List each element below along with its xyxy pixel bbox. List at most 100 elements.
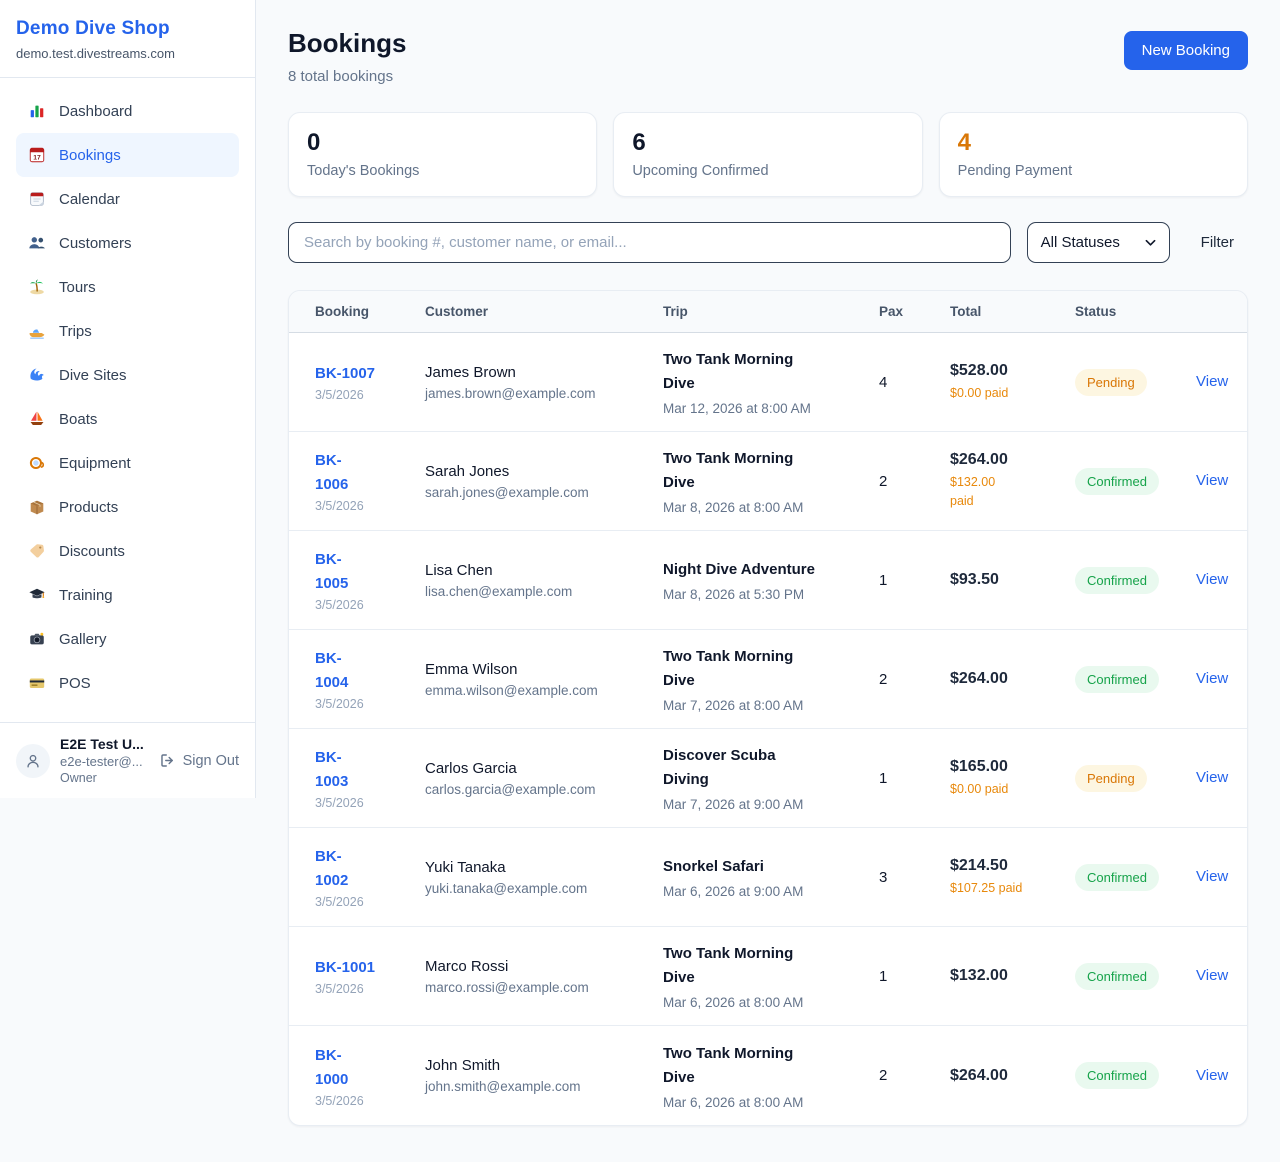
action-cell: View [1196, 769, 1228, 787]
view-link[interactable]: View [1196, 571, 1229, 588]
booking-id-link[interactable]: BK- 1002 [315, 848, 349, 889]
trip-cell: Snorkel Safari Mar 6, 2026 at 9:00 AM [663, 855, 879, 899]
sidebar: Demo Dive Shop demo.test.divestreams.com… [0, 0, 256, 798]
status-badge: Pending [1075, 368, 1147, 396]
customer-email: emma.wilson@example.com [425, 682, 598, 698]
camera-icon [28, 630, 46, 648]
stat-label: Today's Bookings [307, 163, 420, 180]
trip-name: Discover Scuba Diving [663, 747, 776, 788]
column-header-total: Total [950, 304, 982, 319]
customer-name: Marco Rossi [425, 957, 509, 975]
column-header-customer: Customer [425, 304, 489, 319]
status-badge: Confirmed [1075, 566, 1159, 594]
action-cell: View [1196, 868, 1228, 886]
view-link[interactable]: View [1196, 670, 1229, 687]
total-paid: $0.00 paid [950, 385, 1009, 400]
svg-text:17: 17 [33, 155, 41, 162]
main-content: Bookings 8 total bookings New Booking 0 … [256, 0, 1280, 1160]
calendar-date-icon: 17 [28, 146, 46, 164]
sidebar-item-bookings[interactable]: 17 Bookings [16, 133, 239, 177]
total-amount: $132.00 [950, 967, 1008, 984]
sidebar-item-label: Trips [59, 322, 92, 340]
booking-cell: BK-1007 3/5/2026 [315, 362, 425, 402]
trip-time: Mar 8, 2026 at 8:00 AM [663, 500, 804, 515]
sidebar-item-calendar[interactable]: Calendar [16, 177, 239, 221]
booking-id-link[interactable]: BK- 1006 [315, 452, 349, 493]
total-amount: $264.00 [950, 670, 1008, 687]
total-amount: $264.00 [950, 451, 1008, 469]
sidebar-item-tours[interactable]: Tours [16, 265, 239, 309]
booking-id-link[interactable]: BK-1001 [315, 959, 376, 976]
customer-email: john.smith@example.com [425, 1079, 581, 1094]
customer-cell: Yuki Tanaka yuki.tanaka@example.com [425, 859, 663, 896]
sidebar-item-boats[interactable]: Boats [16, 397, 239, 441]
user-name: E2E Test U... [60, 736, 144, 752]
status-filter-select[interactable]: All Statuses [1026, 222, 1170, 263]
sidebar-item-label: Dive Sites [59, 366, 127, 384]
booking-id-link[interactable]: BK- 1000 [315, 1046, 349, 1088]
total-cell: $132.00 [950, 967, 1075, 985]
view-link[interactable]: View [1196, 967, 1229, 984]
sidebar-item-label: POS [59, 674, 91, 692]
table-row: BK-1007 3/5/2026 James Brown james.brown… [289, 333, 1247, 432]
sidebar-item-equipment[interactable]: Equipment [16, 441, 239, 485]
customer-email: yuki.tanaka@example.com [425, 880, 588, 896]
bookings-table: Booking Customer Trip Pax Total Status BK-100… [288, 290, 1248, 1126]
action-cell: View [1196, 967, 1228, 985]
view-link[interactable]: View [1196, 868, 1229, 885]
sidebar-item-label: Training [59, 586, 113, 604]
new-booking-button[interactable]: New Booking [1123, 31, 1248, 70]
sidebar-item-gallery[interactable]: Gallery [16, 617, 239, 661]
search-input[interactable] [288, 222, 1011, 263]
table-row: BK-1001 3/5/2026 Marco Rossi marco.rossi… [289, 927, 1247, 1026]
sidebar-item-pos[interactable]: POS [16, 661, 239, 705]
sidebar-item-discounts[interactable]: Discounts [16, 529, 239, 573]
speedboat-icon [28, 322, 46, 340]
page-subtitle: 8 total bookings [288, 68, 394, 85]
total-cell: $264.00 [950, 670, 1075, 688]
brand-title: Demo Dive Shop [16, 18, 170, 39]
view-link[interactable]: View [1196, 1066, 1229, 1084]
booking-id-link[interactable]: BK-1007 [315, 365, 376, 382]
view-link[interactable]: View [1196, 373, 1229, 390]
sidebar-item-label: Equipment [59, 454, 131, 472]
sidebar-item-customers[interactable]: Customers [16, 221, 239, 265]
trip-name: Two Tank Morning Dive [663, 450, 794, 491]
dive-mask-icon [28, 454, 46, 472]
trip-cell: Two Tank Morning Dive Mar 12, 2026 at 8:… [663, 348, 879, 416]
booking-id-link[interactable]: BK- 1004 [315, 650, 349, 691]
customer-name: Carlos Garcia [425, 759, 517, 777]
booking-cell: BK- 1005 3/5/2026 [315, 548, 425, 612]
controls-row: All Statuses Filter [288, 222, 1248, 263]
sidebar-item-trips[interactable]: Trips [16, 309, 239, 353]
status-badge: Confirmed [1075, 962, 1159, 990]
filter-button[interactable]: Filter [1200, 234, 1234, 251]
booking-cell: BK- 1004 3/5/2026 [315, 647, 425, 711]
sign-out-label: Sign Out [182, 752, 239, 769]
total-amount: $214.50 [950, 856, 1008, 874]
sailboat-icon [28, 410, 46, 428]
booking-id-link[interactable]: BK- 1003 [315, 749, 349, 790]
trip-name: Two Tank Morning Dive [663, 351, 794, 392]
sidebar-item-label: Customers [59, 234, 132, 252]
pax-cell: 4 [879, 373, 888, 391]
view-link[interactable]: View [1196, 472, 1229, 489]
column-header-status: Status [1075, 304, 1117, 319]
sidebar-item-dashboard[interactable]: Dashboard [16, 89, 239, 133]
page-header: Bookings 8 total bookings New Booking [288, 28, 1248, 85]
booking-id-link[interactable]: BK- 1005 [315, 551, 349, 592]
customer-cell: Sarah Jones sarah.jones@example.com [425, 463, 663, 500]
trip-name: Two Tank Morning Dive [663, 945, 794, 986]
booking-cell: BK- 1002 3/5/2026 [315, 845, 425, 909]
table-row: BK- 1004 3/5/2026 Emma Wilson emma.wilso… [289, 630, 1247, 729]
total-cell: $214.50 $107.25 paid [950, 857, 1075, 898]
wave-icon [28, 366, 46, 384]
column-header-trip: Trip [663, 304, 688, 319]
sidebar-item-training[interactable]: Training [16, 573, 239, 617]
sign-out-button[interactable]: Sign Out [159, 752, 239, 770]
view-link[interactable]: View [1196, 769, 1229, 786]
sidebar-item-dive-sites[interactable]: Dive Sites [16, 353, 239, 397]
booking-date: 3/5/2026 [315, 796, 364, 810]
sidebar-item-products[interactable]: Products [16, 485, 239, 529]
stat-value: 0 [307, 129, 321, 156]
